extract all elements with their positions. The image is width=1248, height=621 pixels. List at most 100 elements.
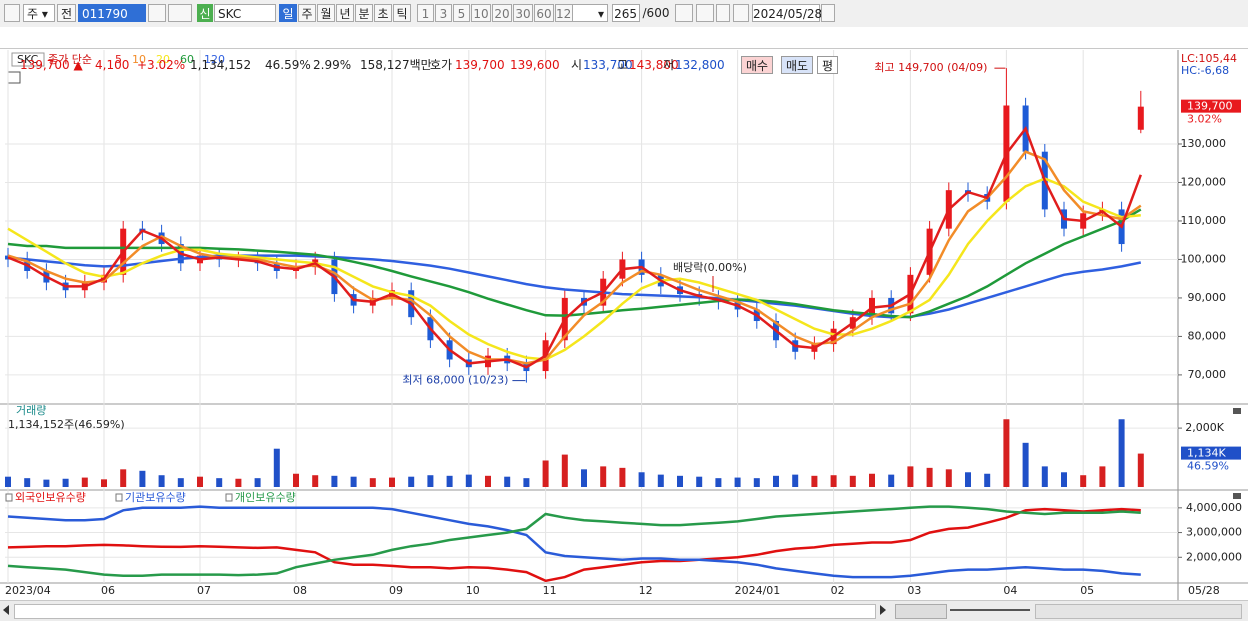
x-tick-label: 04 — [1003, 584, 1017, 597]
x-tick-label: 2024/01 — [735, 584, 781, 597]
prev-button[interactable]: 전 — [57, 4, 76, 22]
unit-select[interactable]: ▾ — [572, 4, 608, 22]
scroll-track[interactable] — [14, 604, 876, 619]
volume-bar — [485, 475, 491, 487]
name-input[interactable]: SKC — [214, 4, 276, 22]
y-tick-label: 3,000,000 — [1186, 526, 1242, 539]
amount: 158,127백만 — [360, 58, 432, 72]
period-button[interactable]: 분 — [355, 4, 373, 22]
period-button[interactable]: 틱 — [393, 4, 411, 22]
volume-bar — [619, 467, 626, 487]
calendar-icon[interactable] — [821, 4, 835, 22]
x-axis-end: 05/28 — [1188, 584, 1220, 597]
x-tick-label: 09 — [389, 584, 403, 597]
side-label: HC:-6,68 — [1181, 64, 1229, 77]
interval-button[interactable]: 30 — [513, 4, 533, 22]
volume-bar — [600, 466, 607, 487]
period-button[interactable]: 주 — [298, 4, 316, 22]
holding-line — [7, 505, 1141, 579]
legend-entry: 개인보유수량 — [235, 491, 296, 504]
y-tick-label: 80,000 — [1188, 329, 1227, 342]
price-badge-change: 3.02% — [1187, 113, 1222, 126]
panel-close[interactable] — [1233, 408, 1241, 414]
volume-bar — [43, 479, 50, 487]
chart-background — [0, 49, 1248, 600]
volume-bar — [734, 477, 741, 487]
period-button[interactable]: 일 — [279, 4, 297, 22]
y-tick-label: 90,000 — [1188, 291, 1227, 304]
interval-button[interactable]: 10 — [471, 4, 491, 22]
period-type: 주 — [27, 7, 39, 21]
volume-bar — [62, 478, 69, 487]
zoom-slider[interactable] — [950, 609, 1030, 611]
legend-entry: 기관보유수량 — [125, 491, 186, 504]
volume-bar — [389, 477, 395, 487]
scroll-left[interactable] — [3, 605, 9, 615]
volume: 1,134,152 — [190, 58, 252, 72]
volume-bar — [715, 478, 722, 487]
tool-buttons[interactable] — [1035, 604, 1242, 619]
volume-bar — [888, 474, 895, 487]
table-icon[interactable] — [7, 71, 21, 84]
volume-bar — [1137, 453, 1144, 487]
tool-icon[interactable] — [696, 4, 714, 22]
ma-line — [7, 208, 1142, 319]
count-max: /600 — [642, 6, 670, 20]
x-tick-label: 08 — [293, 584, 307, 597]
sell-button[interactable]: 매도 — [781, 56, 814, 74]
side-label: LC:105,44 — [1181, 52, 1237, 65]
tool-icon[interactable] — [675, 4, 693, 22]
interval-button[interactable]: 20 — [492, 4, 512, 22]
x-tick-label: 03 — [907, 584, 921, 597]
volume-bar — [1022, 442, 1029, 487]
period-button[interactable]: 초 — [374, 4, 392, 22]
x-tick-label: 2023/04 — [5, 584, 51, 597]
legend-entry: 20 — [156, 53, 170, 66]
legend-swatch — [5, 493, 13, 502]
sound-icon[interactable] — [168, 4, 192, 22]
interval-button[interactable]: 60 — [534, 4, 554, 22]
volume-bar — [293, 473, 299, 487]
buy-button[interactable]: 매수 — [741, 56, 774, 74]
interval-button[interactable]: 1 — [417, 4, 434, 22]
volume-bar — [273, 448, 280, 487]
menu-icon[interactable] — [4, 4, 20, 22]
date-input[interactable]: 2024/05/28 — [752, 4, 822, 22]
legend-entry: 5 — [115, 53, 122, 66]
volume-bar — [561, 454, 568, 487]
count-input[interactable]: 265 — [612, 4, 640, 22]
period-button[interactable]: 년 — [336, 4, 354, 22]
x-tick-label: 11 — [543, 584, 557, 597]
x-tick-label: 10 — [466, 584, 480, 597]
code-input[interactable]: 011790 — [78, 4, 146, 22]
panel-close[interactable] — [1233, 493, 1241, 499]
y-tick-label: 4,000,000 — [1186, 501, 1242, 514]
volume-badge-pct: 46.59% — [1187, 460, 1229, 473]
new-badge[interactable]: 신 — [197, 4, 213, 22]
volume-bar — [792, 474, 799, 487]
scroll-bar — [0, 600, 1248, 621]
open-label: 시 — [571, 58, 583, 72]
volume-bar — [427, 475, 434, 487]
interval-button[interactable]: 5 — [453, 4, 470, 22]
volume-bar — [24, 478, 31, 487]
high-annotation: 최고 149,700 (04/09) — [874, 61, 987, 74]
avg-button[interactable]: 평 — [817, 56, 839, 74]
volume-bar — [5, 476, 11, 487]
volume-bar — [81, 477, 88, 487]
period-button[interactable]: 월 — [317, 4, 335, 22]
volume-bar — [504, 476, 511, 487]
volume-bar — [408, 476, 415, 487]
scroll-right[interactable] — [880, 605, 886, 615]
volume-bar — [1061, 472, 1067, 487]
interval-button[interactable]: 3 — [435, 4, 452, 22]
settings-icon[interactable] — [733, 4, 749, 22]
save-icon[interactable] — [716, 4, 730, 22]
navigation-buttons[interactable] — [895, 604, 947, 619]
search-icon[interactable] — [148, 4, 166, 22]
price: 139,700 ▲ — [20, 58, 83, 72]
period-select[interactable]: 주 ▾ — [23, 4, 55, 22]
